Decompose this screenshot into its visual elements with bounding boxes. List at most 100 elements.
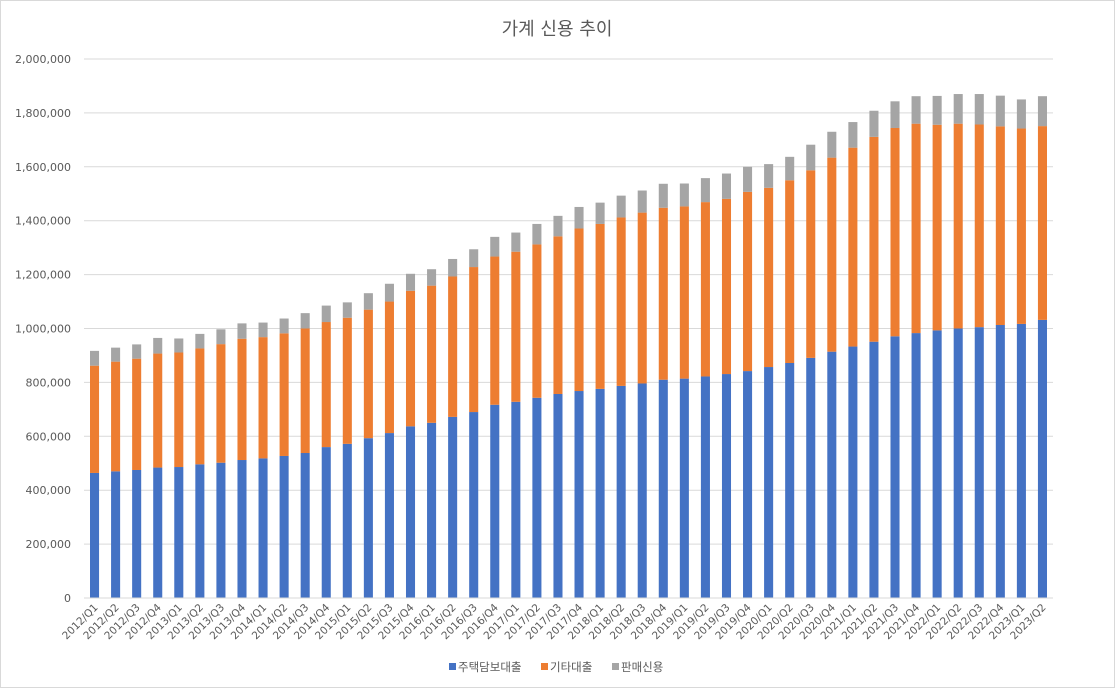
bar-기타대출 — [743, 191, 753, 372]
bar-주택담보대출 — [658, 379, 668, 598]
bar-기타대출 — [595, 223, 605, 389]
legend-label: 기타대출 — [550, 660, 592, 674]
bar-판매신용 — [595, 202, 605, 224]
bar-판매신용 — [363, 293, 373, 310]
bar-기타대출 — [995, 126, 1005, 325]
bar-판매신용 — [848, 122, 858, 148]
bar-판매신용 — [90, 350, 100, 366]
bar-주택담보대출 — [90, 472, 100, 598]
bar-기타대출 — [785, 180, 795, 363]
bar-기타대출 — [237, 338, 247, 461]
bars — [90, 94, 1047, 598]
bar-기타대출 — [827, 157, 837, 352]
legend-swatch — [449, 663, 456, 670]
bar-주택담보대출 — [469, 412, 479, 598]
bar-주택담보대출 — [427, 422, 437, 598]
bar-주택담보대출 — [279, 455, 289, 598]
bar-기타대출 — [974, 124, 984, 328]
bar-판매신용 — [932, 95, 942, 125]
bar-주택담보대출 — [216, 462, 226, 598]
bar-기타대출 — [300, 328, 310, 454]
bar-기타대출 — [216, 344, 226, 463]
bar-기타대출 — [279, 333, 289, 456]
bar-주택담보대출 — [806, 357, 816, 598]
bar-주택담보대출 — [384, 433, 394, 598]
y-tick-label: 0 — [64, 592, 71, 605]
bar-판매신용 — [743, 166, 753, 192]
bar-기타대출 — [932, 124, 942, 331]
bar-주택담보대출 — [363, 438, 373, 598]
y-axis-labels: 0 200,000 400,000 600,000 800,000 1,000,000 1,… — [15, 53, 71, 605]
bar-주택담보대출 — [237, 460, 247, 598]
bar-기타대출 — [490, 256, 500, 405]
bar-판매신용 — [111, 347, 121, 362]
bar-주택담보대출 — [974, 327, 984, 598]
y-tick-label: 1,800,000 — [15, 107, 71, 120]
bar-판매신용 — [174, 338, 184, 353]
bar-주택담보대출 — [1037, 319, 1047, 598]
bar-기타대출 — [806, 170, 816, 358]
bar-주택담보대출 — [532, 397, 542, 598]
bar-주택담보대출 — [700, 376, 710, 598]
bar-주택담보대출 — [911, 333, 921, 598]
bar-주택담보대출 — [764, 367, 774, 598]
bar-주택담보대출 — [321, 447, 331, 598]
bar-주택담보대출 — [111, 471, 121, 598]
bar-주택담보대출 — [595, 388, 605, 598]
bar-주택담보대출 — [1016, 323, 1026, 598]
bar-기타대출 — [195, 348, 205, 465]
y-tick-label: 1,200,000 — [15, 269, 71, 282]
bar-기타대출 — [1016, 128, 1026, 324]
bar-판매신용 — [300, 313, 310, 329]
bar-기타대출 — [511, 251, 521, 402]
bar-판매신용 — [827, 131, 837, 158]
bar-판매신용 — [153, 337, 163, 354]
bar-기타대출 — [258, 337, 268, 459]
bar-판매신용 — [974, 94, 984, 125]
y-tick-label: 800,000 — [26, 376, 72, 389]
bar-판매신용 — [890, 101, 900, 128]
bar-주택담보대출 — [616, 385, 626, 598]
bar-주택담보대출 — [743, 371, 753, 598]
bar-주택담보대출 — [890, 336, 900, 598]
bar-판매신용 — [721, 173, 732, 199]
bar-판매신용 — [637, 190, 647, 213]
bar-주택담보대출 — [869, 341, 879, 598]
bar-기타대출 — [1037, 126, 1047, 320]
bar-주택담보대출 — [490, 404, 500, 598]
bar-주택담보대출 — [679, 378, 689, 598]
bar-판매신용 — [869, 110, 879, 137]
bar-기타대출 — [405, 290, 416, 427]
bar-판매신용 — [616, 195, 626, 218]
bar-주택담보대출 — [953, 328, 963, 598]
bar-기타대출 — [637, 212, 647, 384]
bar-주택담보대출 — [827, 351, 837, 598]
bar-주택담보대출 — [511, 401, 521, 598]
bar-기타대출 — [132, 358, 142, 470]
bar-판매신용 — [258, 322, 268, 338]
legend-swatch — [612, 663, 619, 670]
bar-판매신용 — [553, 215, 563, 237]
legend-swatch — [541, 663, 548, 670]
bar-기타대출 — [384, 301, 394, 434]
bar-판매신용 — [427, 269, 437, 286]
bar-판매신용 — [953, 94, 963, 124]
bar-기타대출 — [321, 322, 331, 448]
bar-판매신용 — [911, 96, 921, 124]
bar-판매신용 — [700, 178, 710, 203]
legend-label: 주택담보대출 — [458, 660, 521, 674]
bar-기타대출 — [174, 352, 184, 468]
bar-판매신용 — [785, 156, 795, 181]
bar-판매신용 — [195, 333, 205, 349]
y-tick-label: 600,000 — [26, 430, 72, 443]
bar-기타대출 — [764, 187, 774, 368]
y-tick-label: 2,000,000 — [15, 53, 71, 66]
bar-기타대출 — [848, 147, 858, 347]
bar-기타대출 — [911, 123, 921, 334]
bar-판매신용 — [469, 249, 479, 268]
bar-판매신용 — [995, 95, 1005, 127]
bar-주택담보대출 — [785, 362, 795, 598]
bar-주택담보대출 — [553, 393, 563, 598]
bar-주택담보대출 — [132, 469, 142, 598]
